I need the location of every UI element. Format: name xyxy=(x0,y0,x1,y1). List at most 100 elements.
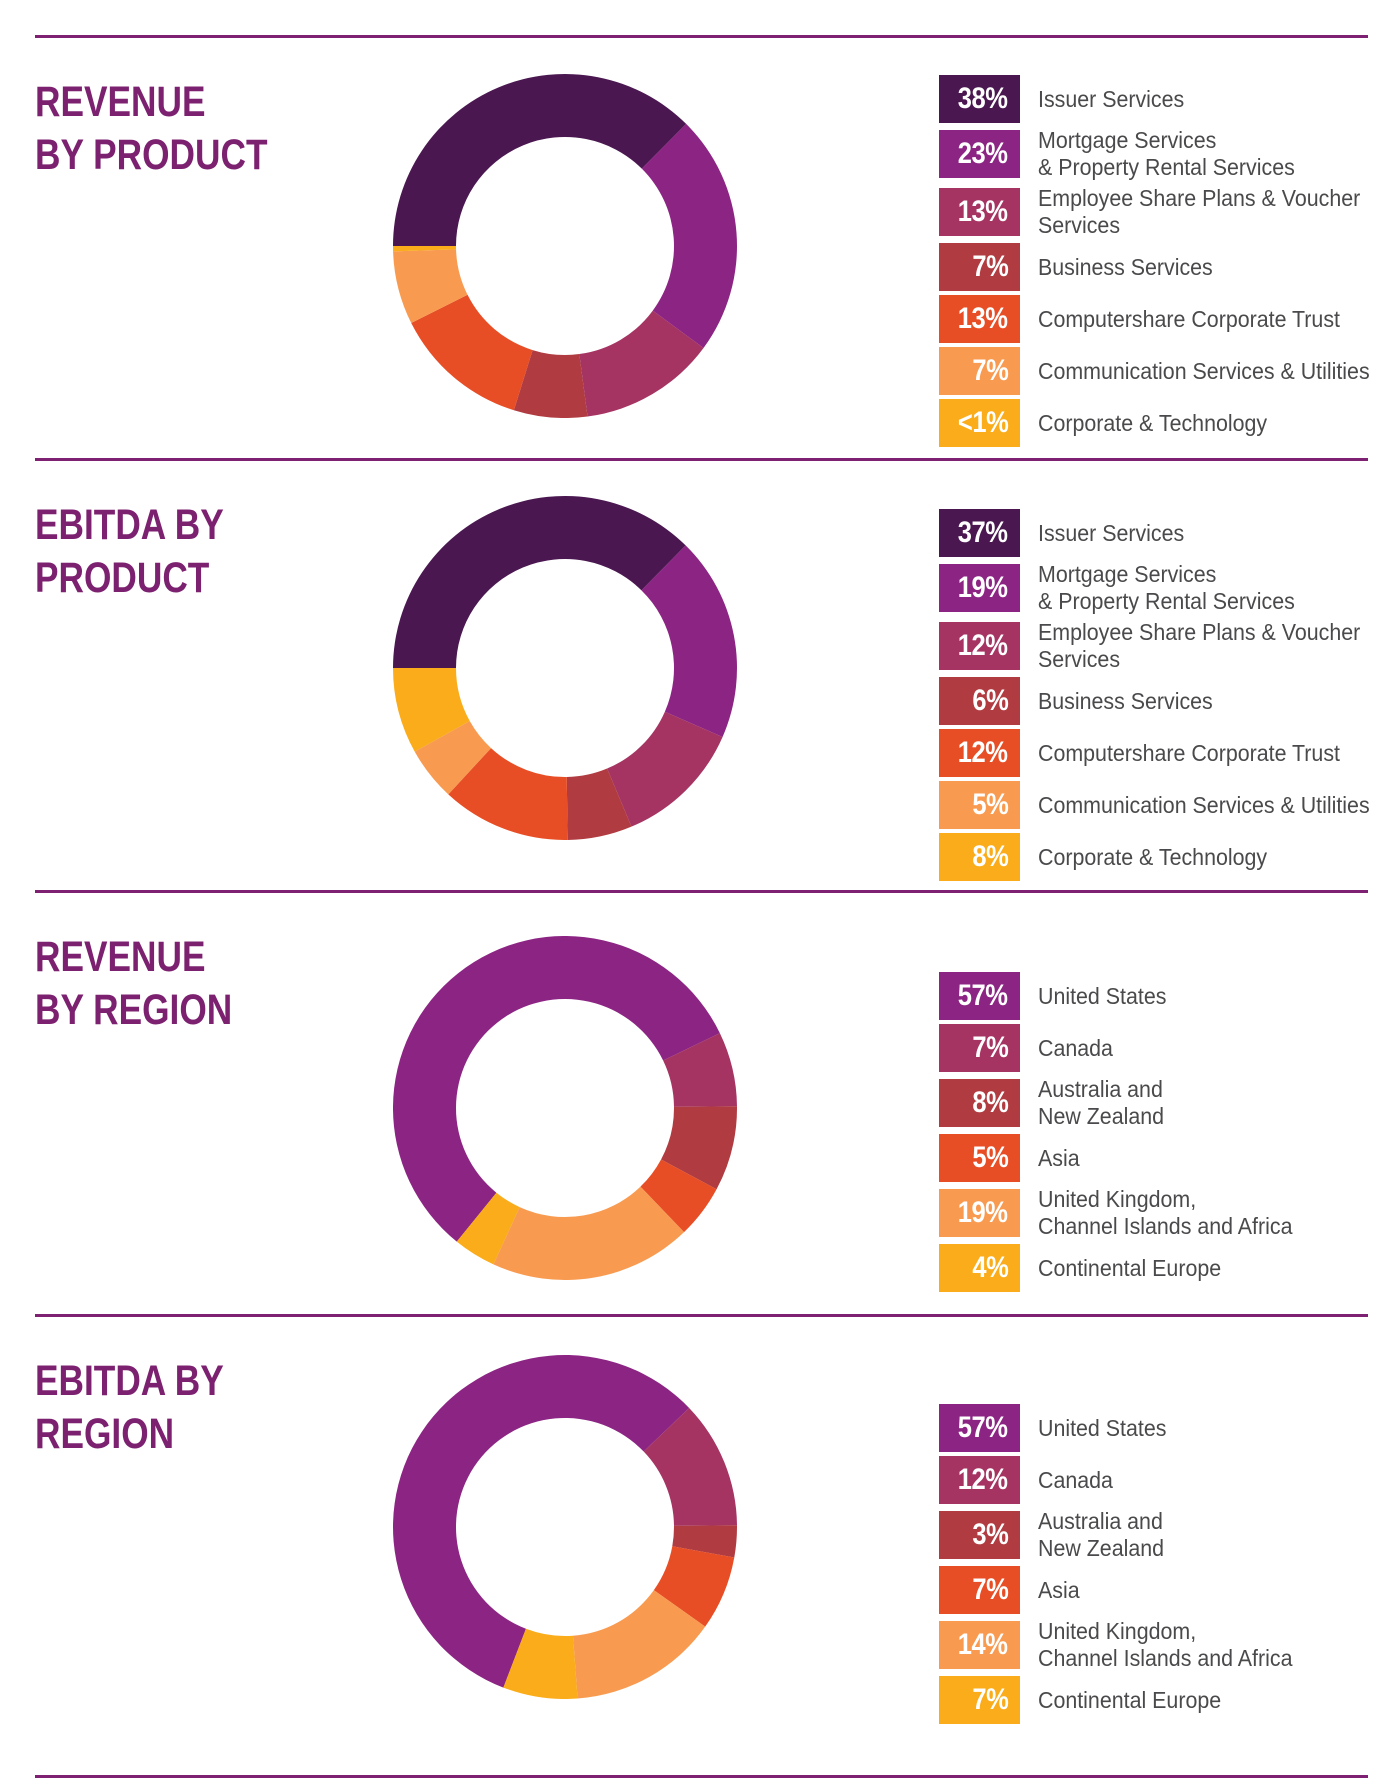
title-line: EBITDA BY xyxy=(35,1357,224,1405)
legend-label-line: United States xyxy=(1038,1414,1167,1441)
legend-percent-value: 13% xyxy=(958,302,1008,335)
legend-label-line: Canada xyxy=(1038,1466,1113,1493)
legend-label-line: Corporate & Technology xyxy=(1038,843,1268,870)
legend-percent-badge: 7% xyxy=(939,1676,1020,1724)
legend-percent-badge: 8% xyxy=(939,833,1020,881)
legend-label-line: Corporate & Technology xyxy=(1038,409,1268,436)
legend-label-line: Asia xyxy=(1038,1144,1080,1171)
legend-label-line: Communication Services & Utilities xyxy=(1038,791,1370,818)
title-line: EBITDA BY xyxy=(35,501,224,549)
section-ebitda-by-region: EBITDA BY REGION 57% United States 12% Canad… xyxy=(35,1314,1368,1775)
legend: 57% United States 7% Canada 8% Australia and N… xyxy=(939,972,1400,1296)
legend-percent-badge: 38% xyxy=(939,75,1020,123)
legend-percent-value: 8% xyxy=(971,840,1008,873)
legend-item: 12% Canada xyxy=(939,1456,1400,1504)
title-line: REGION xyxy=(35,1410,175,1458)
page-title: REVENUE BY REGION xyxy=(35,931,232,1037)
legend-percent-badge: 4% xyxy=(939,1244,1020,1292)
legend-label-line: New Zealand xyxy=(1038,1535,1165,1561)
legend-label: Business Services xyxy=(1038,688,1213,715)
legend-percent-badge: 12% xyxy=(939,622,1020,670)
legend-label: Business Services xyxy=(1038,254,1213,281)
legend-percent-badge: 13% xyxy=(939,188,1020,236)
legend-item: 7% Continental Europe xyxy=(939,1676,1400,1724)
donut-slice xyxy=(641,545,737,737)
legend-label-line: Channel Islands and Africa xyxy=(1038,1645,1293,1671)
legend-item: 3% Australia and New Zealand xyxy=(939,1508,1400,1562)
legend-percent-badge: 5% xyxy=(939,781,1020,829)
legend-percent-value: 6% xyxy=(971,684,1008,717)
legend-item: 19% United Kingdom, Channel Islands and Af… xyxy=(939,1186,1400,1240)
legend-label: United Kingdom, Channel Islands and Afric… xyxy=(1038,1618,1292,1672)
legend-label-line: Computershare Corporate Trust xyxy=(1038,305,1340,332)
legend-label: United States xyxy=(1038,983,1166,1010)
title-line: BY PRODUCT xyxy=(35,131,268,179)
legend-percent-badge: 7% xyxy=(939,1024,1020,1072)
legend-label-line: Australia and xyxy=(1038,1076,1163,1102)
legend-label: Canada xyxy=(1038,1467,1113,1494)
legend-percent-badge: 19% xyxy=(939,564,1020,612)
legend-label: Computershare Corporate Trust xyxy=(1038,740,1340,767)
legend-item: 5% Asia xyxy=(939,1134,1400,1182)
legend-percent-value: 12% xyxy=(958,629,1008,662)
legend: 38% Issuer Services 23% Mortgage Services & … xyxy=(939,75,1400,451)
legend-item: 8% Australia and New Zealand xyxy=(939,1076,1400,1130)
legend-item: 57% United States xyxy=(939,1404,1400,1452)
legend-label-line: & Property Rental Services xyxy=(1038,154,1295,180)
page-title: EBITDA BY PRODUCT xyxy=(35,499,224,605)
title-line: REVENUE xyxy=(35,933,206,981)
legend-percent-badge: 19% xyxy=(939,1189,1020,1237)
legend-percent-badge: 23% xyxy=(939,130,1020,178)
legend-label-line: Channel Islands and Africa xyxy=(1038,1213,1293,1239)
legend-label-line: Issuer Services xyxy=(1038,85,1185,112)
section-revenue-by-product: REVENUE BY PRODUCT 38% Issuer Services 23% M… xyxy=(35,35,1370,458)
legend-item: 23% Mortgage Services & Property Rental Se… xyxy=(939,127,1400,181)
donut-chart-revenue-by-product xyxy=(393,74,737,418)
legend-percent-badge: <1% xyxy=(939,399,1020,447)
legend-label-line: United Kingdom, xyxy=(1038,1618,1197,1644)
legend-label: United States xyxy=(1038,1415,1166,1442)
legend-label-line: Services xyxy=(1038,212,1121,238)
legend-percent-value: 13% xyxy=(958,195,1008,228)
legend-item: 6% Business Services xyxy=(939,677,1400,725)
legend-label-line: Communication Services & Utilities xyxy=(1038,357,1370,384)
legend-label: Australia and New Zealand xyxy=(1038,1076,1164,1130)
legend-item: 7% Communication Services & Utilities xyxy=(939,347,1400,395)
donut-slice xyxy=(393,936,720,1242)
legend-percent-badge: 6% xyxy=(939,677,1020,725)
legend-label: United Kingdom, Channel Islands and Afric… xyxy=(1038,1186,1292,1240)
donut-slice xyxy=(663,1033,737,1107)
legend: 57% United States 12% Canada 3% Australia and… xyxy=(939,1404,1400,1728)
legend-percent-value: 19% xyxy=(958,571,1008,604)
donut-slice xyxy=(653,1546,735,1627)
donut-slice xyxy=(448,748,568,840)
donut-slice xyxy=(513,350,588,418)
donut-slice xyxy=(579,310,704,417)
legend-percent-value: 12% xyxy=(958,736,1008,769)
legend-percent-value: 14% xyxy=(958,1628,1008,1661)
legend-percent-badge: 57% xyxy=(939,972,1020,1020)
legend-percent-value: 8% xyxy=(971,1086,1008,1119)
legend-label-line: Continental Europe xyxy=(1038,1686,1222,1713)
legend-label: Australia and New Zealand xyxy=(1038,1508,1164,1562)
legend-item: 13% Employee Share Plans & Voucher Service… xyxy=(939,185,1400,239)
donut-slice xyxy=(566,768,632,840)
legend-percent-value: 37% xyxy=(958,516,1008,549)
legend-percent-value: 3% xyxy=(971,1518,1008,1551)
legend-item: <1% Corporate & Technology xyxy=(939,399,1400,447)
donut-slice xyxy=(572,1590,706,1699)
legend-label-line: & Property Rental Services xyxy=(1038,588,1295,614)
legend-label: Continental Europe xyxy=(1038,1687,1221,1714)
legend-item: 4% Continental Europe xyxy=(939,1244,1400,1292)
legend-percent-value: 5% xyxy=(971,788,1008,821)
legend-label-line: Employee Share Plans & Voucher xyxy=(1038,185,1361,211)
legend-item: 19% Mortgage Services & Property Rental Se… xyxy=(939,561,1400,615)
donut-slice xyxy=(393,1355,690,1688)
donut-chart-ebitda-by-product xyxy=(393,496,737,840)
legend-percent-value: 7% xyxy=(971,1683,1008,1716)
donut-slice xyxy=(643,1407,737,1526)
legend-percent-value: 5% xyxy=(971,1141,1008,1174)
legend-label-line: Issuer Services xyxy=(1038,519,1185,546)
title-line: REVENUE xyxy=(35,78,206,126)
